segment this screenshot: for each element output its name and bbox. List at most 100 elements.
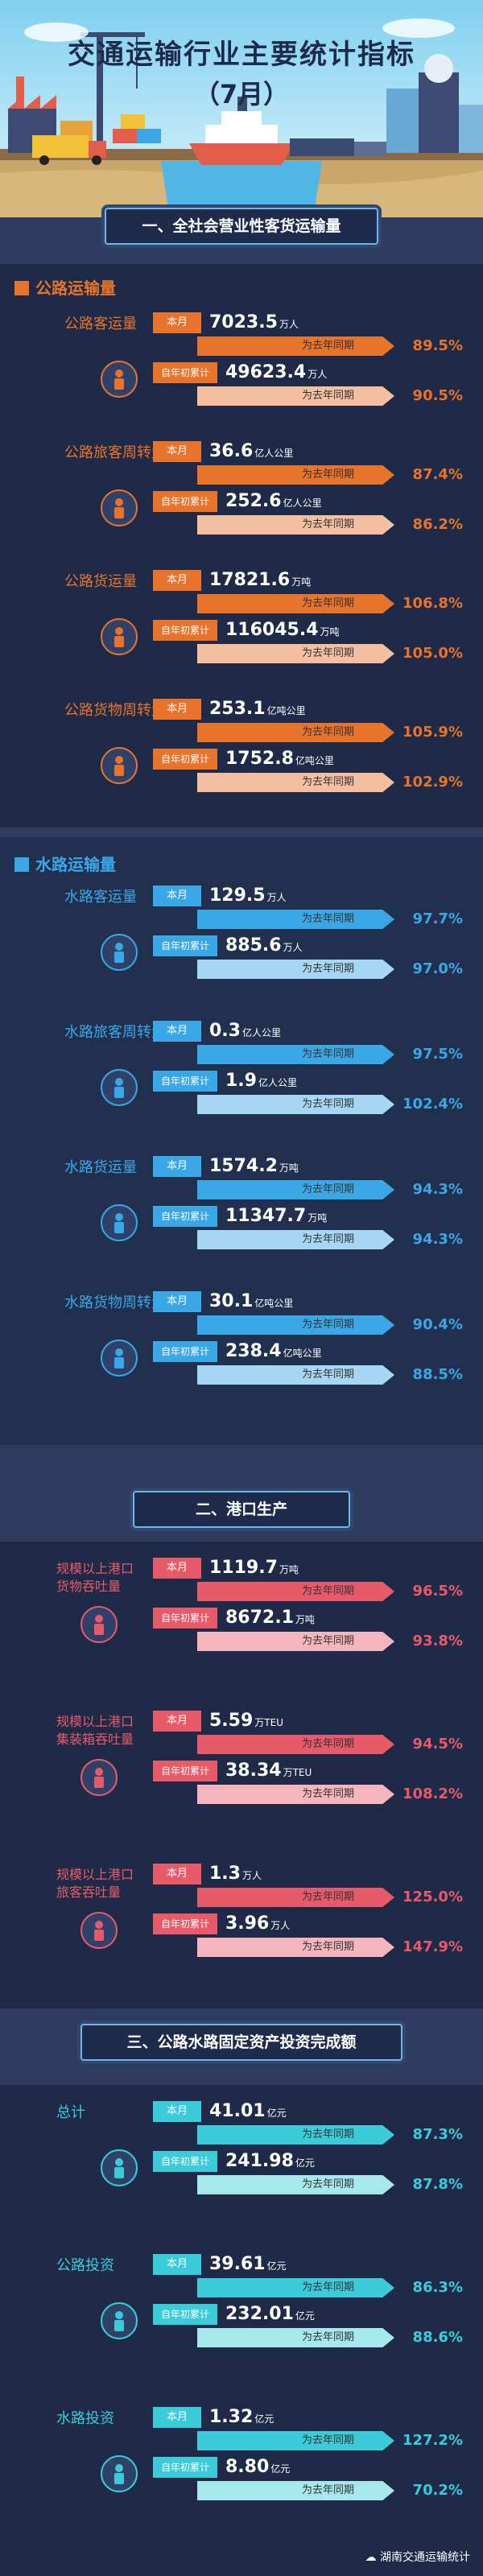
month-percent: 94.3% (412, 1181, 463, 1198)
ytd-value: 8.80 亿元 (219, 2457, 396, 2478)
ytd-value-number: 11347.7 (225, 1206, 307, 1226)
ytd-value: 1752.8 亿吨公里 (219, 749, 396, 770)
metric-label: 水路旅客周转量 (64, 1024, 166, 1041)
ytd-percent: 102.4% (402, 1096, 463, 1113)
month-percent: 89.5% (412, 337, 463, 354)
ytd-tag: 自年初累计 (153, 1913, 217, 1934)
month-value-number: 1.3 (209, 1864, 241, 1884)
month-tag: 本月 (153, 1021, 201, 1042)
page-subtitle: （7月） (193, 79, 290, 109)
month-value-number: 253.1 (209, 699, 266, 719)
ytd-value-number: 116045.4 (225, 620, 319, 640)
month-value: 36.6 亿人公里 (203, 441, 396, 462)
metric-label-line2: 集装箱吞吐量 (56, 1732, 134, 1747)
section-banner-port: 二、港口生产 (133, 1491, 350, 1528)
ytd-tag: 自年初累计 (153, 2457, 217, 2478)
month-value-number: 30.1 (209, 1291, 254, 1311)
compare-bar: 为去年同期 (197, 1785, 394, 1804)
metric-label: 公路货物周转量 (64, 702, 166, 719)
month-value-unit: 万TEU (254, 1717, 283, 1728)
passenger-turnover-icon (101, 489, 138, 526)
ytd-tag: 自年初累计 (153, 1761, 217, 1781)
compare-bar: 为去年同期 (197, 1582, 394, 1601)
month-value-number: 129.5 (209, 886, 266, 906)
ytd-value: 3.96 万人 (219, 1913, 396, 1934)
month-value-unit: 万人 (266, 892, 287, 903)
month-value-unit: 亿人公里 (242, 1027, 281, 1038)
ytd-percent: 97.0% (412, 960, 463, 977)
month-value: 1119.7 万吨 (203, 1558, 396, 1579)
compare-bar: 为去年同期 (197, 1095, 394, 1114)
ytd-percent: 87.8% (412, 2176, 463, 2193)
ytd-value-unit: 万吨 (308, 1212, 328, 1224)
month-tag: 本月 (153, 1291, 201, 1312)
passengers-icon (80, 1912, 118, 1949)
ytd-value-unit: 亿吨公里 (295, 755, 334, 766)
ytd-tag: 自年初累计 (153, 1608, 217, 1629)
ytd-value-unit: 亿元 (270, 2463, 291, 2475)
compare-bar: 为去年同期 (197, 465, 394, 485)
month-value-number: 17821.6 (209, 570, 291, 590)
ytd-value-unit: 亿元 (295, 2157, 315, 2169)
ytd-value-number: 8.80 (225, 2457, 270, 2477)
passengers-icon (101, 361, 138, 398)
month-value-unit: 万人 (279, 319, 299, 330)
month-value: 253.1 亿吨公里 (203, 699, 396, 720)
compare-bar: 为去年同期 (197, 2278, 394, 2297)
compare-bar: 为去年同期 (197, 515, 394, 535)
month-percent: 97.7% (412, 910, 463, 927)
ytd-value-unit: 万人 (283, 942, 303, 953)
ytd-tag: 自年初累计 (153, 362, 217, 383)
month-value-number: 1574.2 (209, 1156, 278, 1176)
ytd-value-unit: 亿人公里 (283, 497, 322, 509)
compare-bar: 为去年同期 (197, 910, 394, 929)
ytd-value-unit: 亿人公里 (258, 1077, 297, 1088)
compare-bar: 为去年同期 (197, 2328, 394, 2347)
cargo-cart-icon (80, 1606, 118, 1643)
ytd-tag: 自年初累计 (153, 749, 217, 770)
ytd-percent: 88.5% (412, 1366, 463, 1383)
ytd-value-number: 3.96 (225, 1913, 270, 1934)
month-tag: 本月 (153, 886, 201, 906)
month-value: 5.59 万TEU (203, 1711, 396, 1732)
month-value-number: 1119.7 (209, 1558, 278, 1578)
month-value-unit: 亿吨公里 (266, 705, 306, 716)
compare-bar: 为去年同期 (197, 386, 394, 406)
ytd-value: 116045.4 万吨 (219, 620, 396, 641)
month-value: 30.1 亿吨公里 (203, 1291, 396, 1312)
month-value-unit: 亿人公里 (254, 448, 294, 459)
port-panel: 规模以上港口 货物吞吐量 本月 1119.7 万吨 为去年同期 96.5% 自年初累计 8672… (0, 1542, 483, 2008)
compare-bar: 为去年同期 (197, 2431, 394, 2450)
month-tag: 本月 (153, 1558, 201, 1579)
ytd-percent: 147.9% (402, 1938, 463, 1955)
compare-bar: 为去年同期 (197, 1230, 394, 1249)
water-panel: 水路运输量 水路客运量 本月 129.5 万人 为去年同期 97.7% 自年初累计 885.6… (0, 837, 483, 1445)
month-value: 1.32 亿元 (203, 2407, 396, 2428)
month-value-number: 0.3 (209, 1021, 241, 1041)
metric-label: 规模以上港口 (56, 1867, 134, 1882)
month-percent: 127.2% (402, 2432, 463, 2449)
ship-icon (101, 2455, 138, 2492)
ytd-value: 252.6 亿人公里 (219, 491, 396, 512)
ytd-tag: 自年初累计 (153, 935, 217, 956)
ytd-percent: 105.0% (402, 645, 463, 662)
month-value-unit: 万吨 (279, 1162, 299, 1174)
compare-bar: 为去年同期 (197, 644, 394, 663)
month-value-unit: 万吨 (279, 1564, 299, 1575)
section-banner-invest: 三、公路水路固定资产投资完成额 (80, 2024, 402, 2061)
month-tag: 本月 (153, 2254, 201, 2275)
month-percent: 106.8% (402, 595, 463, 612)
compare-bar: 为去年同期 (197, 2125, 394, 2145)
compare-bar: 为去年同期 (197, 336, 394, 356)
compare-bar: 为去年同期 (197, 1632, 394, 1651)
ytd-value: 241.98 亿元 (219, 2151, 396, 2172)
page-title: 交通运输行业主要统计指标 (68, 39, 415, 71)
month-tag: 本月 (153, 570, 201, 591)
metric-label: 水路货运量 (64, 1159, 137, 1176)
ytd-value: 885.6 万人 (219, 935, 396, 956)
metric-label: 公路投资 (56, 2257, 114, 2274)
compare-bar: 为去年同期 (197, 1938, 394, 1957)
month-value: 1.3 万人 (203, 1864, 396, 1885)
compare-bar: 为去年同期 (197, 960, 394, 979)
